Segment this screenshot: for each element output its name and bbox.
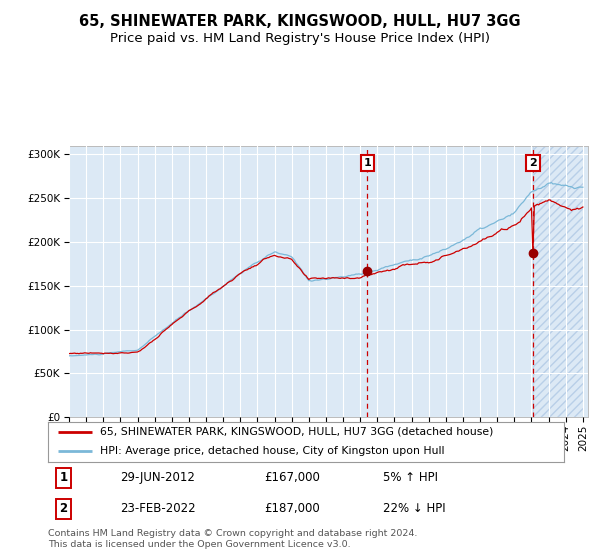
Text: Price paid vs. HM Land Registry's House Price Index (HPI): Price paid vs. HM Land Registry's House … <box>110 32 490 45</box>
Text: 1: 1 <box>364 158 371 168</box>
Text: Contains HM Land Registry data © Crown copyright and database right 2024.
This d: Contains HM Land Registry data © Crown c… <box>48 529 418 549</box>
Text: 2: 2 <box>59 502 68 515</box>
Text: 5% ↑ HPI: 5% ↑ HPI <box>383 471 439 484</box>
Text: 29-JUN-2012: 29-JUN-2012 <box>120 471 195 484</box>
Bar <box>367 146 583 417</box>
Text: 1: 1 <box>59 471 68 484</box>
Text: 2: 2 <box>529 158 537 168</box>
Text: 23-FEB-2022: 23-FEB-2022 <box>120 502 196 515</box>
Text: HPI: Average price, detached house, City of Kingston upon Hull: HPI: Average price, detached house, City… <box>100 446 444 456</box>
Text: £187,000: £187,000 <box>265 502 320 515</box>
Text: 65, SHINEWATER PARK, KINGSWOOD, HULL, HU7 3GG (detached house): 65, SHINEWATER PARK, KINGSWOOD, HULL, HU… <box>100 427 493 437</box>
Text: £167,000: £167,000 <box>265 471 320 484</box>
Text: 65, SHINEWATER PARK, KINGSWOOD, HULL, HU7 3GG: 65, SHINEWATER PARK, KINGSWOOD, HULL, HU… <box>79 14 521 29</box>
Text: 22% ↓ HPI: 22% ↓ HPI <box>383 502 446 515</box>
Bar <box>533 146 583 417</box>
